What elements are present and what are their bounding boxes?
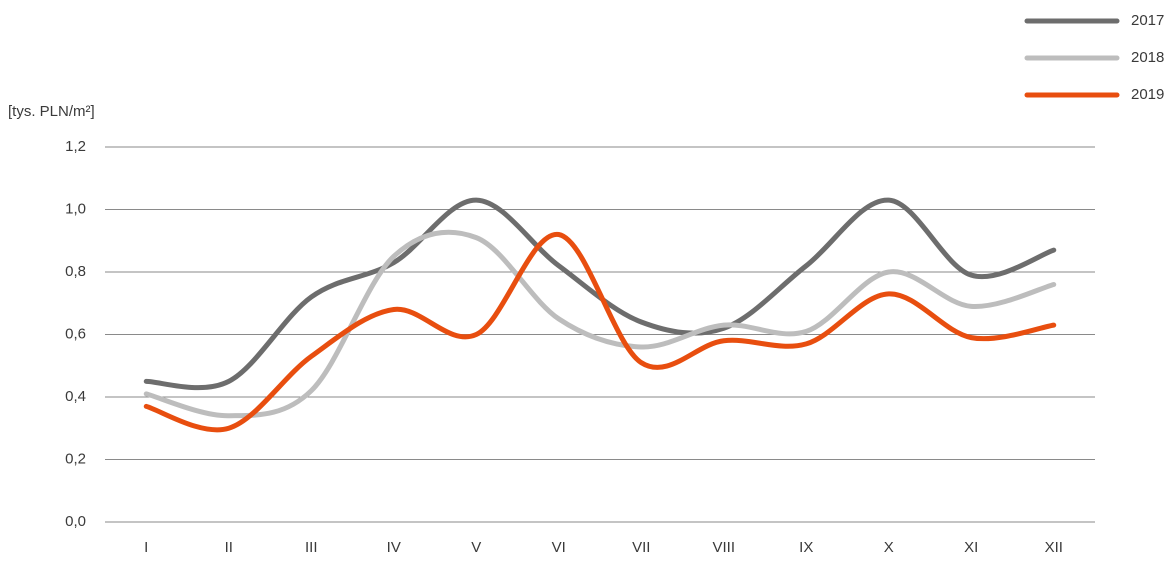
x-tick-label: IX xyxy=(799,539,813,556)
y-tick-label: 1,0 xyxy=(65,200,86,217)
x-tick-label: XI xyxy=(964,539,978,556)
y-tick-label: 1,2 xyxy=(65,138,86,155)
series-line xyxy=(143,231,1057,433)
x-tick-label: VII xyxy=(632,539,650,556)
x-tick-label: VIII xyxy=(712,539,735,556)
legend-label: 2019 xyxy=(1131,86,1164,103)
x-tick-label: IV xyxy=(387,539,401,556)
x-tick-label: II xyxy=(225,539,233,556)
series-line xyxy=(143,229,1057,419)
y-tick-label: 0,2 xyxy=(65,450,86,467)
x-tick-label: X xyxy=(884,539,894,556)
y-tick-label: 0,6 xyxy=(65,325,86,342)
x-tick-label: V xyxy=(471,539,481,556)
x-tick-label: VI xyxy=(552,539,566,556)
legend-label: 2018 xyxy=(1131,49,1164,66)
y-tick-label: 0,8 xyxy=(65,263,86,280)
x-tick-label: I xyxy=(144,539,148,556)
x-tick-label: XII xyxy=(1045,539,1063,556)
x-tick-label: III xyxy=(305,539,318,556)
y-tick-label: 0,0 xyxy=(65,513,86,530)
y-tick-label: 0,4 xyxy=(65,388,86,405)
legend-label: 2017 xyxy=(1131,12,1164,29)
y-axis-label: [tys. PLN/m²] xyxy=(8,103,95,120)
